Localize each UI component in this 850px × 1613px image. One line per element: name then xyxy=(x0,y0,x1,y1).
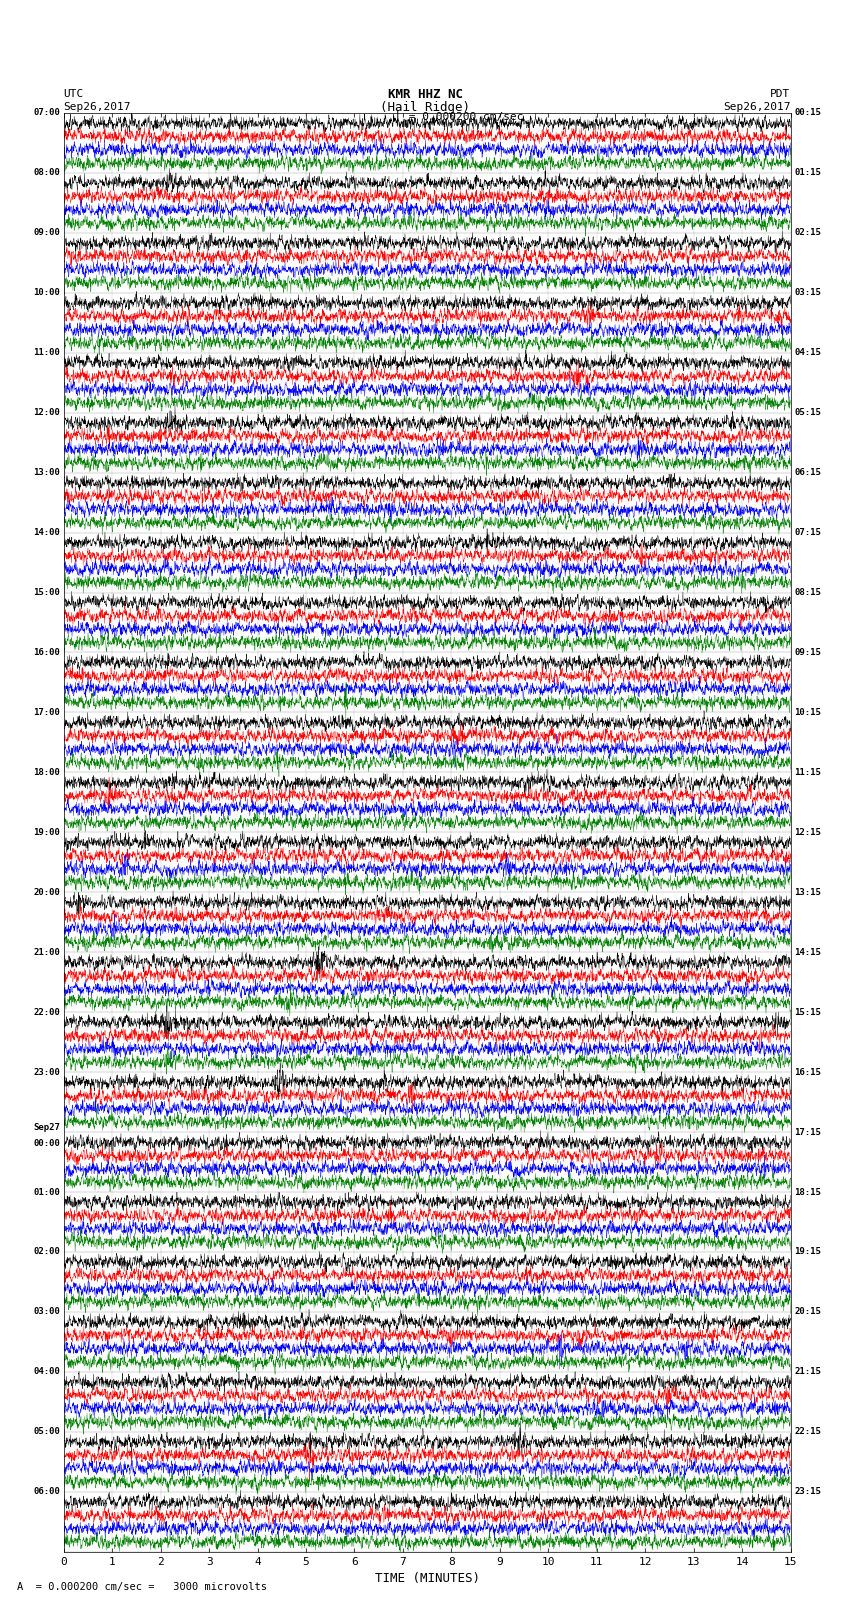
Text: 15:15: 15:15 xyxy=(794,1008,821,1016)
Text: 14:15: 14:15 xyxy=(794,948,821,957)
Text: 04:00: 04:00 xyxy=(33,1368,60,1376)
Text: 07:15: 07:15 xyxy=(794,527,821,537)
Text: Sep27: Sep27 xyxy=(33,1123,60,1132)
Text: 09:15: 09:15 xyxy=(794,648,821,656)
Text: 13:15: 13:15 xyxy=(794,887,821,897)
Text: 09:00: 09:00 xyxy=(33,229,60,237)
Text: 19:00: 19:00 xyxy=(33,827,60,837)
Text: 08:00: 08:00 xyxy=(33,168,60,177)
Text: (Hail Ridge): (Hail Ridge) xyxy=(380,100,470,115)
Text: 00:15: 00:15 xyxy=(794,108,821,118)
Text: 06:00: 06:00 xyxy=(33,1487,60,1497)
Text: 04:15: 04:15 xyxy=(794,348,821,356)
Text: = 0.000200 cm/sec: = 0.000200 cm/sec xyxy=(402,111,524,123)
Text: 17:15: 17:15 xyxy=(794,1127,821,1137)
Text: 18:15: 18:15 xyxy=(794,1187,821,1197)
Text: KMR HHZ NC: KMR HHZ NC xyxy=(388,87,462,102)
Text: 18:00: 18:00 xyxy=(33,768,60,777)
Text: 08:15: 08:15 xyxy=(794,589,821,597)
Text: A  = 0.000200 cm/sec =   3000 microvolts: A = 0.000200 cm/sec = 3000 microvolts xyxy=(17,1582,267,1592)
Text: 02:00: 02:00 xyxy=(33,1247,60,1257)
Text: 20:00: 20:00 xyxy=(33,887,60,897)
Text: 23:00: 23:00 xyxy=(33,1068,60,1076)
Text: 05:00: 05:00 xyxy=(33,1428,60,1436)
Text: 16:15: 16:15 xyxy=(794,1068,821,1076)
Text: 23:15: 23:15 xyxy=(794,1487,821,1497)
Text: │: │ xyxy=(394,110,401,124)
Text: 00:00: 00:00 xyxy=(33,1139,60,1148)
Text: 02:15: 02:15 xyxy=(794,229,821,237)
X-axis label: TIME (MINUTES): TIME (MINUTES) xyxy=(375,1573,479,1586)
Text: 19:15: 19:15 xyxy=(794,1247,821,1257)
Text: 22:00: 22:00 xyxy=(33,1008,60,1016)
Text: 16:00: 16:00 xyxy=(33,648,60,656)
Text: UTC: UTC xyxy=(64,89,84,100)
Text: 01:00: 01:00 xyxy=(33,1187,60,1197)
Text: 11:00: 11:00 xyxy=(33,348,60,356)
Text: 05:15: 05:15 xyxy=(794,408,821,418)
Text: Sep26,2017: Sep26,2017 xyxy=(64,102,131,113)
Text: 14:00: 14:00 xyxy=(33,527,60,537)
Text: 10:00: 10:00 xyxy=(33,289,60,297)
Text: 12:00: 12:00 xyxy=(33,408,60,418)
Text: 01:15: 01:15 xyxy=(794,168,821,177)
Text: 20:15: 20:15 xyxy=(794,1308,821,1316)
Text: 21:15: 21:15 xyxy=(794,1368,821,1376)
Text: 07:00: 07:00 xyxy=(33,108,60,118)
Text: 22:15: 22:15 xyxy=(794,1428,821,1436)
Text: Sep26,2017: Sep26,2017 xyxy=(723,102,791,113)
Text: 21:00: 21:00 xyxy=(33,948,60,957)
Text: PDT: PDT xyxy=(770,89,790,100)
Text: 06:15: 06:15 xyxy=(794,468,821,477)
Text: 03:00: 03:00 xyxy=(33,1308,60,1316)
Text: 03:15: 03:15 xyxy=(794,289,821,297)
Text: 17:00: 17:00 xyxy=(33,708,60,716)
Text: 12:15: 12:15 xyxy=(794,827,821,837)
Text: 13:00: 13:00 xyxy=(33,468,60,477)
Text: 10:15: 10:15 xyxy=(794,708,821,716)
Text: 15:00: 15:00 xyxy=(33,589,60,597)
Text: 11:15: 11:15 xyxy=(794,768,821,777)
